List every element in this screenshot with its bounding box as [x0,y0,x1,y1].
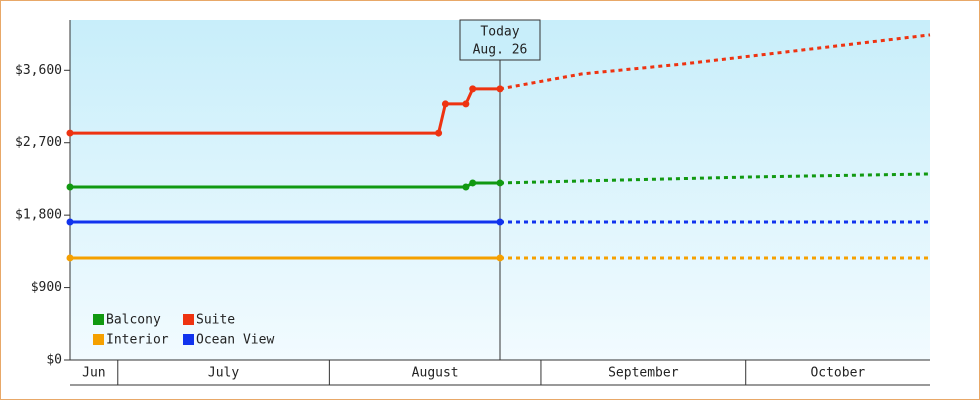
series-line [70,87,500,135]
month-label: Jun [82,366,105,381]
legend-swatch [183,334,194,345]
point [66,129,74,137]
forecast-line [499,33,931,91]
point [496,254,504,262]
point [66,254,74,262]
legend-label: Balcony [106,313,161,328]
today-date: Aug. 26 [473,43,528,58]
y-tick-label: $900 [31,280,62,295]
legend-label: Suite [196,313,235,328]
y-tick-label: $2,700 [15,135,62,150]
point [66,183,74,191]
point [469,85,477,93]
point [496,218,504,226]
point [462,183,470,191]
point [66,218,74,226]
month-label: July [208,366,239,381]
legend-swatch [93,314,104,325]
point [435,129,443,137]
month-label: August [412,366,459,381]
month-label: October [810,366,865,381]
series-line [70,181,500,189]
legend-label: Interior [106,333,169,348]
point [496,179,504,187]
y-tick-label: $0 [46,353,62,368]
today-label: Today [480,25,519,40]
y-tick-label: $3,600 [15,63,62,78]
point [496,85,504,93]
y-tick-label: $1,800 [15,208,62,223]
today-box [459,19,541,61]
point [469,179,477,187]
point [462,100,470,108]
month-label: September [608,366,679,381]
legend-swatch [183,314,194,325]
legend-swatch [93,334,104,345]
point [441,100,449,108]
legend-label: Ocean View [196,333,274,348]
forecast-line [499,172,931,185]
